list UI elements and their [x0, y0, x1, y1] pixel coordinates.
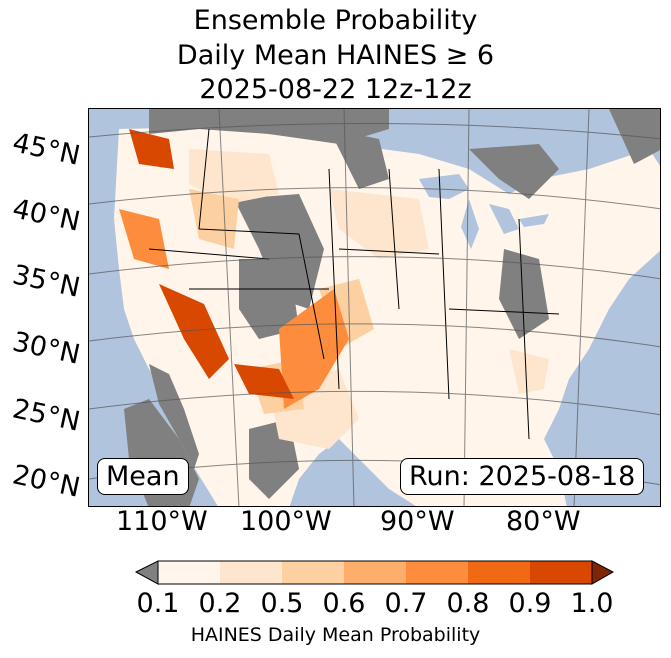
lon-label: 90°W — [380, 506, 455, 537]
colorbar-label: HAINES Daily Mean Probability — [190, 624, 481, 646]
colorbar-tick: 0.9 — [508, 588, 552, 619]
colorbar-segment — [406, 561, 469, 584]
mean-label-box: Mean — [97, 458, 189, 495]
state-borders — [148, 128, 560, 440]
run-label-box: Run: 2025-08-18 — [400, 458, 645, 495]
baja-peninsula — [149, 364, 199, 469]
lon-label: 110°W — [116, 506, 208, 537]
colorbar-over-arrow — [591, 560, 615, 585]
great-lakes — [419, 174, 549, 249]
colorbar-tick: 0.1 — [136, 588, 180, 619]
colorbar-tick: 0.8 — [446, 588, 490, 619]
prob-0.9-areas — [129, 129, 294, 399]
colorbar-under-arrow — [134, 560, 159, 585]
colorbar — [134, 560, 615, 585]
prob-0.7-areas — [119, 209, 349, 409]
lat-label: 35°N — [9, 259, 83, 304]
colorbar-segment — [220, 561, 283, 584]
lat-label: 30°N — [9, 326, 83, 371]
colorbar-tick: 0.2 — [198, 588, 242, 619]
colorbar-tick: 0.7 — [384, 588, 428, 619]
colorbar-tick: 1.0 — [570, 588, 614, 619]
colorbar-segment — [530, 561, 593, 584]
colorbar-segment — [158, 561, 221, 584]
lon-label: 100°W — [240, 506, 332, 537]
colorbar-segment — [344, 561, 407, 584]
lat-label: 20°N — [9, 459, 83, 504]
colorbar-tick: 0.6 — [322, 588, 366, 619]
lat-label: 40°N — [9, 193, 83, 238]
title-line-1: Ensemble Probability — [193, 5, 478, 36]
colorbar-frame — [157, 560, 593, 585]
map-panel — [88, 108, 661, 507]
map-svg — [89, 109, 660, 506]
lon-label: 80°W — [506, 506, 581, 537]
graticule — [89, 109, 660, 506]
lat-label: 45°N — [9, 127, 83, 172]
lat-label: 25°N — [9, 393, 83, 438]
colorbar-tick: 0.5 — [260, 588, 304, 619]
title-line-3: 2025-08-22 12z-12z — [199, 74, 472, 105]
colorbar-segment — [282, 561, 345, 584]
title-line-2: Daily Mean HAINES ≥ 6 — [176, 40, 495, 71]
colorbar-segment — [468, 561, 531, 584]
